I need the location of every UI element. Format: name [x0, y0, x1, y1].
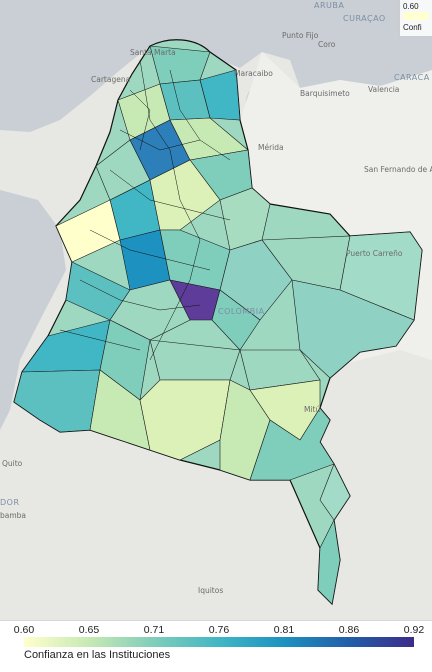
colorbar-tick-1: 0.65	[78, 624, 100, 636]
map-label-puerto-carreno: Puerto Carreño	[346, 249, 403, 258]
colorbar-tick-5: 0.86	[338, 624, 360, 636]
colorbar-tick-0: 0.60	[13, 624, 35, 636]
legend-swatch	[403, 12, 429, 20]
choropleth-map[interactable]: ARUBA CURAÇAO Punto Fijo Coro Santa Mart…	[0, 0, 432, 620]
colorbar-tick-4: 0.81	[273, 624, 295, 636]
map-label-caracas: CARACA	[394, 73, 430, 82]
map-label-coro: Coro	[318, 40, 336, 49]
colorbar-gradient	[24, 637, 414, 647]
municipality-polygons[interactable]	[13, 45, 423, 605]
caribbean-sea	[0, 0, 432, 132]
colorbar: 0.60 0.65 0.71 0.76 0.81 0.86 0.92 Confi…	[0, 620, 432, 672]
map-label-punto-fijo: Punto Fijo	[282, 31, 319, 40]
map-label-aruba: ARUBA	[314, 1, 344, 10]
legend-title: Confi	[403, 23, 422, 32]
map-label-cartagena: Cartagena	[91, 75, 130, 84]
colorbar-tick-2: 0.71	[143, 624, 165, 636]
map-label-valencia: Valencia	[368, 85, 399, 94]
legend-min-value: 0.60	[403, 2, 419, 11]
map-label-curacao: CURAÇAO	[343, 14, 386, 23]
map-label-san-fernando-de-apure: San Fernando de Apure	[364, 165, 432, 174]
municipality-borders	[59, 59, 231, 361]
map-label-mitu: Mitú	[304, 405, 320, 414]
map-label-ecuador: DOR	[0, 498, 20, 507]
map-label-santa-marta: Santa Marta	[130, 48, 176, 57]
legend-corner: 0.60 Confi	[399, 0, 432, 37]
colorbar-tick-3: 0.76	[208, 624, 230, 636]
colorbar-tick-6: 0.92	[403, 624, 425, 636]
pacific-ocean	[0, 190, 66, 430]
map-label-barquisimeto: Barquisimeto	[300, 89, 350, 98]
map-label-quito: Quito	[2, 459, 23, 468]
map-label-maracaibo: Maracaibo	[234, 69, 273, 78]
map-label-merida: Mérida	[258, 143, 284, 152]
map-label-riobamba: bamba	[0, 511, 26, 520]
map-label-iquitos: Iquitos	[198, 586, 223, 595]
map-label-colombia: COLOMBIA	[218, 307, 265, 316]
colorbar-title: Confianza en las Instituciones	[24, 649, 171, 661]
